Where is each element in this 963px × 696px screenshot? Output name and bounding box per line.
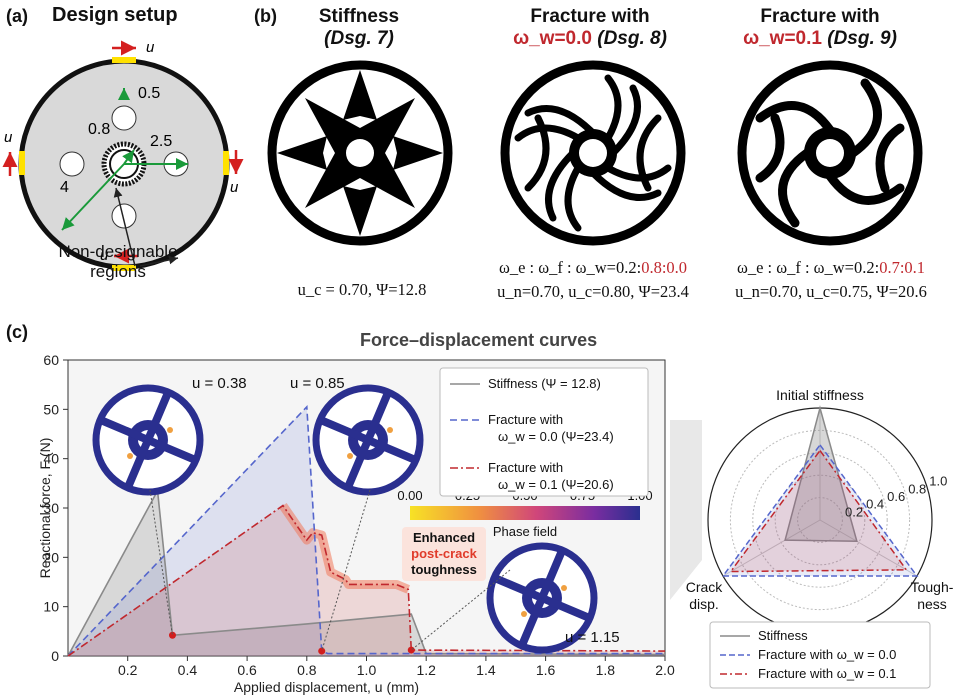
x-tick-label-1.8: 1.8 bbox=[596, 662, 616, 678]
x-tick-label-0.4: 0.4 bbox=[178, 662, 198, 678]
marker-point-2 bbox=[407, 646, 415, 654]
radar-chart: 0.20.40.60.81.0 Initial stiffness Tough-ne… bbox=[670, 387, 954, 689]
radar-axis-stiffness: Initial stiffness bbox=[776, 387, 864, 403]
x-tick-label-1.4: 1.4 bbox=[476, 662, 496, 678]
y-tick-label-40: 40 bbox=[43, 451, 59, 467]
load-pad-right bbox=[223, 151, 229, 175]
radar-tick-0.8: 0.8 bbox=[908, 481, 926, 496]
x-tick-label-1.2: 1.2 bbox=[416, 662, 436, 678]
x-tick-label-0.2: 0.2 bbox=[118, 662, 138, 678]
design-9-title: Fracture with ω_w=0.1 (Dsg. 9) bbox=[743, 6, 897, 49]
design-8-weights: ω_e : ω_f : ω_w=0.2:0.8:0.0 bbox=[498, 258, 688, 277]
x-tick-label-0.6: 0.6 bbox=[237, 662, 257, 678]
radar-axis-crack-1: Crack bbox=[686, 579, 724, 595]
design-9-structure bbox=[737, 60, 923, 246]
series-area-1 bbox=[68, 406, 665, 656]
legend-box bbox=[439, 367, 649, 497]
x-tick-label-1.0: 1.0 bbox=[357, 662, 377, 678]
dim-0-5: 0.5 bbox=[138, 85, 160, 102]
design-8-title: Fracture with ω_w=0.0 (Dsg. 8) bbox=[513, 6, 667, 49]
inset-u038 bbox=[92, 384, 204, 496]
y-tick-label-50: 50 bbox=[43, 401, 59, 417]
legend-text-1: Fracture with bbox=[488, 412, 563, 427]
x-tick-label-2.0: 2.0 bbox=[655, 662, 675, 678]
load-pad-top bbox=[112, 57, 136, 63]
radar-axis-crack-2: disp. bbox=[689, 596, 719, 612]
radar-series-0 bbox=[784, 405, 858, 543]
radar-ring-0.4 bbox=[774, 474, 866, 566]
leader-u085 bbox=[321, 489, 371, 652]
panel-a-title: Design setup bbox=[52, 4, 178, 26]
radar-axis-toughness-2: ness bbox=[917, 596, 947, 612]
legend-subtext-1: ω_w = 0.0 (Ψ=23.4) bbox=[498, 429, 614, 444]
non-designable-label: Non-designable regions bbox=[58, 242, 178, 281]
series-area-0 bbox=[68, 490, 665, 656]
y-tick-label-0: 0 bbox=[51, 648, 59, 664]
colorbar-label: Phase field bbox=[493, 524, 557, 539]
y-axis-label: Reactional force, F (N) bbox=[37, 438, 53, 579]
load-pad-bottom bbox=[112, 265, 136, 271]
design-9-weights: ω_e : ω_f : ω_w=0.2:0.7:0.1 bbox=[736, 258, 926, 277]
x-axis-label: Applied displacement, u (mm) bbox=[234, 679, 419, 695]
radar-legend-text-1: Fracture with ω_w = 0.0 bbox=[758, 647, 896, 662]
chart-title: Force–displacement curves bbox=[360, 330, 598, 350]
svg-text:u: u bbox=[100, 247, 109, 264]
radar-legend-box bbox=[709, 621, 931, 689]
svg-text:u: u bbox=[230, 179, 239, 196]
toughness-callout: Enhanced post-crack toughness bbox=[402, 527, 486, 581]
marker-point-0 bbox=[168, 631, 176, 639]
radar-legend-text-2: Fracture with ω_w = 0.1 bbox=[758, 666, 896, 681]
design-7-structure bbox=[267, 60, 453, 246]
connector-arrow bbox=[670, 420, 702, 600]
radar-tick-0.6: 0.6 bbox=[887, 489, 905, 504]
series-area-2 bbox=[68, 505, 665, 656]
radar-spoke-2 bbox=[722, 519, 821, 577]
radar-tick-0.2: 0.2 bbox=[845, 504, 863, 519]
design-7-title: Stiffness (Dsg. 7) bbox=[318, 6, 400, 49]
legend-subtext-2: ω_w = 0.1 (Ψ=20.6) bbox=[498, 477, 614, 492]
x-tick-label-0.8: 0.8 bbox=[297, 662, 317, 678]
x-tick-label-1.6: 1.6 bbox=[536, 662, 556, 678]
leader-u038 bbox=[149, 489, 173, 636]
design-setup-diagram: u u u u 0.5 0.8 2.5 4 bbox=[2, 39, 244, 271]
colorbar bbox=[410, 506, 640, 520]
radar-axis-toughness-1: Tough- bbox=[911, 579, 954, 595]
radar-legend-text-0: Stiffness bbox=[758, 628, 808, 643]
inset-u115 bbox=[486, 542, 598, 654]
radar-spoke-1 bbox=[819, 519, 918, 577]
colorbar-tick-0.00: 0.00 bbox=[397, 488, 422, 503]
load-pad-left bbox=[19, 151, 25, 175]
dim-2-5: 2.5 bbox=[150, 133, 172, 150]
design-7-caption: u_c = 0.70, Ψ=12.8 bbox=[297, 280, 427, 299]
force-displacement-chart: 0 10 20 30 40 50 60 0.2 0.4 0.6 0.8 1.0 1.2 1.4 1.6 1.8… bbox=[37, 352, 675, 695]
radar-series-2 bbox=[729, 449, 908, 573]
y-tick-label-20: 20 bbox=[43, 549, 59, 565]
u-label-top: u bbox=[146, 39, 155, 56]
svg-text:u: u bbox=[4, 129, 13, 146]
series-line-2 bbox=[67, 504, 666, 657]
inset-u085 bbox=[312, 384, 424, 496]
design-8-structure bbox=[500, 60, 686, 246]
legend-text-2: Fracture with bbox=[488, 460, 563, 475]
radar-tick-0.4: 0.4 bbox=[866, 497, 884, 512]
dim-0-8: 0.8 bbox=[88, 121, 110, 138]
radar-series-1 bbox=[721, 443, 919, 577]
annot-u115: u = 1.15 bbox=[565, 629, 620, 646]
dim-4: 4 bbox=[60, 179, 69, 196]
design-9-caption: u_n=0.70, u_c=0.75, Ψ=20.6 bbox=[735, 282, 927, 301]
y-tick-label-30: 30 bbox=[43, 500, 59, 516]
leader-u115 bbox=[410, 569, 511, 651]
y-tick-label-10: 10 bbox=[43, 599, 59, 615]
legend-text-0: Stiffness (Ψ = 12.8) bbox=[488, 376, 601, 391]
panel-c-label: (c) bbox=[6, 322, 28, 342]
y-tick-label-60: 60 bbox=[43, 352, 59, 368]
annot-u085: u = 0.85 bbox=[290, 375, 345, 392]
panel-b-label: (b) bbox=[254, 6, 277, 26]
panel-a-label: (a) bbox=[6, 6, 28, 26]
annot-u038: u = 0.38 bbox=[192, 375, 247, 392]
design-8-caption: u_n=0.70, u_c=0.80, Ψ=23.4 bbox=[497, 282, 689, 301]
radar-tick-1.0: 1.0 bbox=[929, 474, 947, 489]
